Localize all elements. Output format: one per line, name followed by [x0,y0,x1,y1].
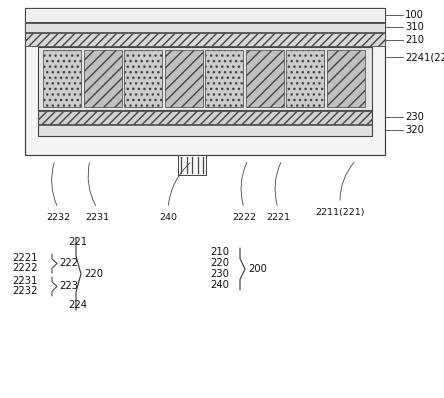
Text: 100: 100 [405,10,424,20]
Text: 2231: 2231 [85,213,109,222]
Text: 240: 240 [210,280,229,290]
Text: 230: 230 [405,112,424,122]
Text: 2232: 2232 [46,213,70,222]
Text: 224: 224 [68,300,87,310]
Text: 210: 210 [210,247,229,257]
Bar [38,111,372,124]
Text: 230: 230 [210,269,229,279]
Bar [38,47,372,110]
Text: 220: 220 [210,258,229,268]
Bar [178,155,206,175]
Bar [327,50,365,107]
Text: 221: 221 [68,237,87,247]
Text: 320: 320 [405,125,424,135]
Text: 2211(221): 2211(221) [315,208,365,217]
Text: 2222: 2222 [232,213,256,222]
Text: 2241(224): 2241(224) [405,52,444,62]
Bar [165,50,203,107]
Text: 2231: 2231 [12,276,37,286]
Text: 210: 210 [405,35,424,45]
Text: 223: 223 [59,281,78,291]
Text: 310: 310 [405,22,424,32]
Bar [286,50,324,107]
Bar [25,23,385,32]
Text: 240: 240 [159,213,177,222]
Bar [25,8,385,155]
Bar [205,50,243,107]
Bar [38,125,372,136]
Text: 220: 220 [84,269,103,279]
Bar [84,50,122,107]
Text: 2221: 2221 [266,213,290,222]
Text: 222: 222 [59,258,78,268]
Bar [25,8,385,22]
Text: 2222: 2222 [12,263,37,273]
Bar [25,33,385,46]
Bar [38,47,372,136]
Text: 2221: 2221 [12,253,37,263]
Text: 200: 200 [248,264,267,274]
Bar [124,50,162,107]
Text: 2232: 2232 [12,286,37,296]
Bar [246,50,284,107]
Bar [43,50,81,107]
